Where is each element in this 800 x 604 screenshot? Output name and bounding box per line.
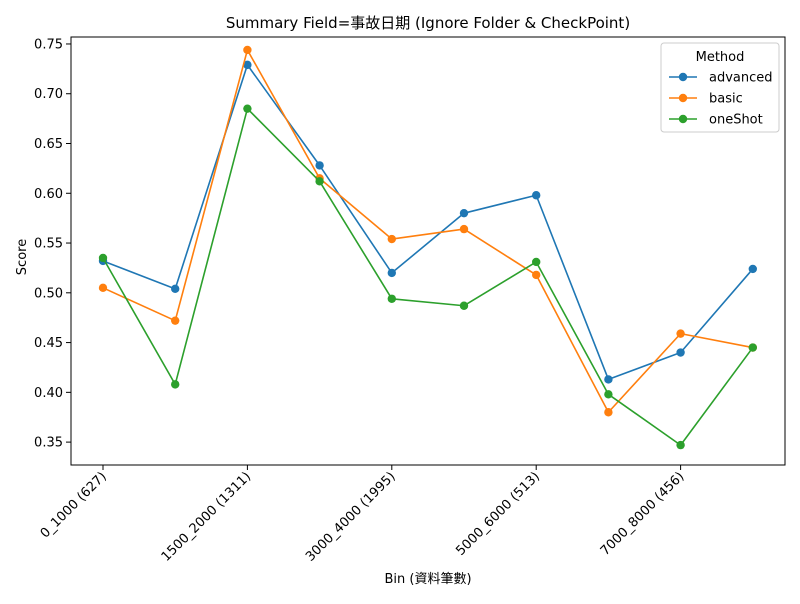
y-tick-label: 0.50 <box>34 286 63 301</box>
data-point-basic <box>98 283 108 293</box>
y-tick-label: 0.75 <box>34 37 63 52</box>
data-point-basic <box>171 316 180 325</box>
data-point-oneShot <box>387 294 396 303</box>
y-tick-label: 0.45 <box>34 336 63 351</box>
data-point-basic <box>243 45 252 55</box>
y-tick-label: 0.55 <box>34 237 63 252</box>
data-point-basic <box>459 224 469 234</box>
series-line-oneShot <box>102 107 754 446</box>
series-line-advanced <box>102 64 754 381</box>
legend-marker-basic <box>678 93 688 103</box>
legend-marker-oneShot <box>678 114 688 124</box>
data-point-oneShot <box>532 257 541 267</box>
data-point-oneShot <box>243 104 252 113</box>
x-axis-label: Bin (資料筆數) <box>384 572 471 587</box>
data-point-advanced <box>748 264 757 274</box>
data-point-oneShot <box>604 390 613 399</box>
y-tick-label: 0.40 <box>34 386 63 401</box>
legend-box <box>660 42 780 133</box>
data-point-oneShot <box>676 440 685 450</box>
data-point-basic <box>387 234 396 244</box>
legend-marker-advanced <box>678 72 688 82</box>
data-point-basic <box>676 329 685 338</box>
y-tick-label: 0.35 <box>34 436 63 451</box>
data-point-oneShot <box>98 253 108 263</box>
y-axis-label: Score <box>15 239 30 275</box>
data-point-oneShot <box>171 380 180 389</box>
data-point-oneShot <box>459 301 469 310</box>
data-point-advanced <box>315 161 324 170</box>
legend-label-oneShot: oneShot <box>709 113 763 128</box>
series-line-basic <box>102 49 753 414</box>
data-point-oneShot <box>315 177 324 186</box>
data-point-advanced <box>171 284 180 294</box>
data-point-oneShot <box>748 343 757 352</box>
legend-title: Method <box>696 50 745 65</box>
y-tick-label: 0.60 <box>34 187 63 202</box>
plot-frame <box>70 36 786 466</box>
y-tick-label: 0.70 <box>34 87 63 102</box>
legend: Method advanced basic oneShot <box>660 42 780 133</box>
y-tick-label: 0.65 <box>34 137 63 152</box>
data-point-advanced <box>532 191 541 200</box>
data-point-advanced <box>459 208 469 218</box>
data-point-advanced <box>387 268 396 278</box>
data-point-basic <box>532 270 541 280</box>
legend-label-advanced: advanced <box>709 71 773 86</box>
data-point-advanced <box>243 60 252 70</box>
data-point-advanced <box>604 375 613 384</box>
legend-label-basic: basic <box>709 92 743 107</box>
chart-title: Summary Field=事故日期 (Ignore Folder & Chec… <box>226 14 630 32</box>
data-point-advanced <box>676 348 685 357</box>
data-point-basic <box>604 408 613 417</box>
